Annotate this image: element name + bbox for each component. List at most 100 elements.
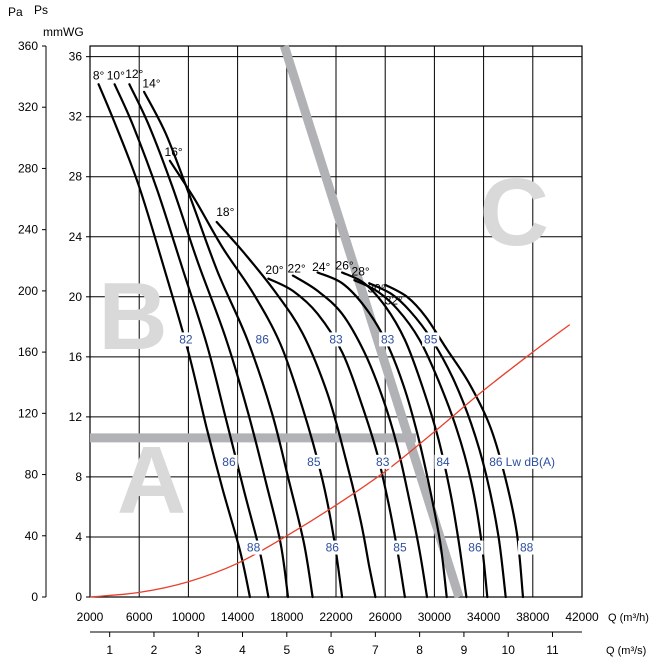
pa-tick-label: 360 — [18, 39, 38, 53]
m3h-tick-label: 18000 — [270, 610, 304, 624]
sound-level-label: 88 — [520, 541, 534, 555]
sound-level-label: Lw dB(A) — [506, 455, 555, 469]
angle-label: 10° — [107, 69, 125, 83]
m3s-tick-label: 2 — [151, 643, 158, 657]
angle-label: 18° — [216, 205, 234, 219]
blade-curve — [143, 90, 314, 599]
pa-tick-label: 320 — [18, 100, 38, 114]
m3s-tick-label: 5 — [283, 643, 290, 657]
zone-letters: AB C — [98, 159, 549, 534]
angle-label: 14° — [142, 76, 160, 90]
y-axis-label-ps: Ps — [34, 3, 48, 17]
angle-label: 30° — [368, 281, 386, 295]
sound-level-label: 86 — [468, 541, 482, 555]
sound-label-bg — [305, 454, 323, 469]
blade-curve — [316, 271, 448, 599]
m3h-tick-label: 22000 — [319, 610, 353, 624]
blade-curve — [384, 283, 525, 599]
blade-curve — [97, 83, 251, 599]
blade-angle-curves — [97, 83, 525, 599]
angle-label: 24° — [312, 260, 330, 274]
sound-level-label: 85 — [393, 541, 407, 555]
angle-label: 12° — [125, 67, 143, 81]
m3h-tick-label: 42000 — [565, 610, 599, 624]
mmwg-tick-label: 12 — [69, 410, 83, 424]
sound-label-bg — [323, 540, 341, 555]
m3h-tick-label: 14000 — [221, 610, 255, 624]
sound-label-bg — [434, 454, 452, 469]
angle-label: 26° — [336, 258, 354, 272]
zone-letter-a: A — [117, 427, 186, 534]
angle-label: 22° — [288, 262, 306, 276]
sound-label-bg — [422, 332, 440, 347]
system-curve-line — [89, 324, 571, 598]
sound-level-label: 83 — [381, 332, 395, 346]
mmwg-tick-label: 24 — [69, 230, 83, 244]
angle-label: 28° — [352, 265, 370, 279]
system-curve — [89, 324, 571, 598]
blade-curve — [368, 282, 507, 599]
sound-label-bg — [391, 540, 409, 555]
sound-label-bg — [501, 454, 559, 469]
sound-label-bg — [466, 540, 484, 555]
y-axis-unit-mmwg: mmWG — [43, 25, 84, 39]
mmwg-tick-label: 36 — [69, 50, 83, 64]
sound-level-label: 85 — [424, 332, 438, 346]
blade-curve — [128, 83, 290, 599]
m3s-tick-label: 6 — [328, 643, 335, 657]
zone-boundaries — [90, 44, 464, 599]
sound-level-label: 86 — [256, 332, 270, 346]
sound-label-bg — [487, 454, 505, 469]
m3s-tick-label: 1 — [106, 643, 113, 657]
sound-level-label: 83 — [329, 332, 343, 346]
zone-boundary-diagonal — [280, 44, 464, 599]
sound-level-label: 86 — [326, 541, 340, 555]
axes: Pa Ps mmWG Q (m³/h) Q (m³/s) 04080120160… — [8, 3, 649, 657]
blade-curve — [267, 277, 406, 599]
m3h-tick-label: 2000 — [77, 610, 104, 624]
blade-curve — [291, 274, 429, 599]
sound-level-label: 85 — [307, 455, 321, 469]
pa-tick-label: 200 — [18, 284, 38, 298]
sound-label-bg — [518, 540, 536, 555]
angle-label: 20° — [265, 263, 283, 277]
sound-label-bg — [253, 332, 271, 347]
m3s-tick-label: 3 — [195, 643, 202, 657]
mmwg-tick-label: 16 — [69, 350, 83, 364]
y-axis-unit-pa: Pa — [8, 5, 23, 19]
curve-labels: 8° 10° 12°14° 16° 18° 20° 22° 24° 26°28° 30°32° 82… — [93, 67, 559, 555]
sound-label-bg — [244, 540, 263, 555]
sound-label-bg — [177, 332, 195, 347]
mmwg-tick-label: 8 — [75, 470, 82, 484]
pa-tick-label: 0 — [31, 590, 38, 604]
x-axis-label-m3h: Q (m³/h) — [608, 612, 649, 624]
m3s-tick-label: 11 — [546, 643, 559, 657]
sound-label-bg — [220, 454, 238, 469]
sound-level-label: 82 — [179, 332, 193, 346]
mmwg-tick-label: 20 — [69, 290, 83, 304]
pa-tick-label: 280 — [18, 161, 38, 175]
angle-label: 8° — [93, 69, 105, 83]
m3s-tick-label: 8 — [416, 643, 423, 657]
m3h-tick-label: 34000 — [467, 610, 501, 624]
blade-curve — [341, 271, 468, 599]
blade-curve — [215, 220, 377, 599]
blade-curve — [168, 159, 344, 599]
mmwg-tick-label: 28 — [69, 170, 83, 184]
mmwg-tick-label: 4 — [75, 530, 82, 544]
sound-level-label: 88 — [247, 541, 261, 555]
angle-label: 32° — [385, 294, 403, 308]
m3h-tick-label: 38000 — [516, 610, 550, 624]
m3h-tick-label: 10000 — [172, 610, 206, 624]
pa-tick-label: 40 — [25, 529, 39, 543]
pa-tick-label: 160 — [18, 345, 38, 359]
m3s-tick-label: 9 — [461, 643, 468, 657]
pa-tick-label: 240 — [18, 223, 38, 237]
x-axis-label-m3s: Q (m³/s) — [606, 645, 646, 657]
sound-level-label: 86 — [489, 455, 503, 469]
m3h-tick-label: 26000 — [369, 610, 403, 624]
blade-curve — [353, 279, 489, 599]
sound-label-bg — [327, 332, 345, 347]
blade-curve — [113, 83, 270, 599]
mmwg-tick-label: 0 — [75, 590, 82, 604]
